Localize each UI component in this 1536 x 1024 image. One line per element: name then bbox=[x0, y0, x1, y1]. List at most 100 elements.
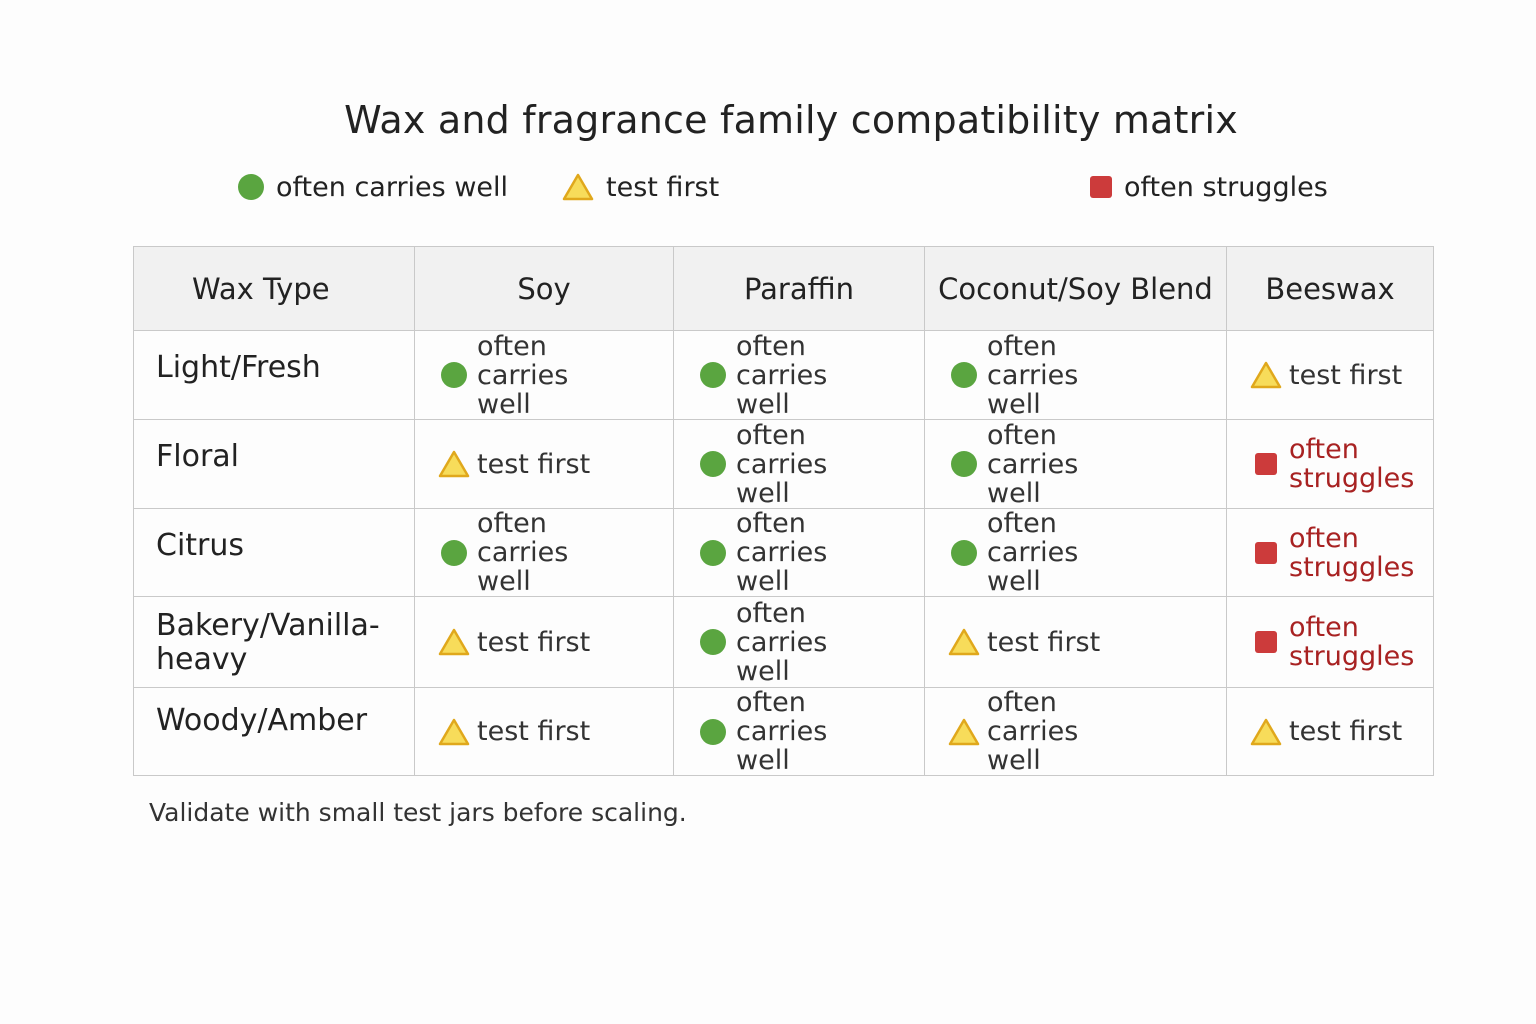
cell-label: test first bbox=[477, 716, 591, 747]
cell-label: often carries well bbox=[987, 687, 1079, 776]
table-row: Woody/Amber test first often carries well o… bbox=[133, 687, 1434, 776]
green-circle-icon bbox=[696, 451, 730, 477]
green-circle-icon bbox=[947, 539, 981, 566]
green-circle-icon bbox=[696, 539, 730, 566]
yellow-triangle-icon bbox=[1249, 718, 1283, 746]
cell-label: often carries well bbox=[736, 330, 828, 420]
legend-label-good: often carries well bbox=[276, 171, 509, 203]
column-header: Wax Type bbox=[133, 246, 415, 331]
table-cell: often struggles bbox=[1226, 596, 1434, 688]
cell-label: often carries well bbox=[987, 330, 1079, 420]
green-circle-icon bbox=[947, 362, 981, 388]
cell-label: often carries well bbox=[477, 330, 569, 420]
table-cell: test first bbox=[1226, 330, 1434, 420]
table-cell: often carries well bbox=[924, 687, 1227, 776]
cell-status: often carries well bbox=[925, 421, 1226, 508]
green-circle-icon bbox=[238, 174, 264, 200]
table-cell: often carries well bbox=[924, 508, 1227, 597]
table-cell: often carries well bbox=[414, 508, 674, 597]
table-cell: test first bbox=[414, 687, 674, 776]
row-label: Bakery/Vanilla-heavy bbox=[133, 596, 415, 688]
cell-label: test first bbox=[477, 448, 591, 480]
cell-label: often carries well bbox=[477, 508, 569, 597]
row-label: Citrus bbox=[133, 508, 415, 597]
cell-label: often carries well bbox=[736, 508, 828, 597]
column-header: Paraffin bbox=[673, 246, 925, 331]
red-square-icon bbox=[1249, 453, 1283, 475]
cell-status: often carries well bbox=[674, 332, 924, 419]
table-cell: often carries well bbox=[673, 687, 925, 776]
legend-label-test: test first bbox=[606, 171, 720, 203]
yellow-triangle-icon bbox=[437, 628, 471, 656]
cell-status: often carries well bbox=[415, 332, 673, 419]
cell-label: often carries well bbox=[736, 597, 828, 687]
cell-status: often carries well bbox=[674, 688, 924, 775]
table-cell: test first bbox=[924, 596, 1227, 688]
cell-status: often carries well bbox=[925, 332, 1226, 419]
chart-title: Wax and fragrance family compatibility m… bbox=[344, 98, 1238, 142]
table-cell: often struggles bbox=[1226, 419, 1434, 509]
row-label: Light/Fresh bbox=[133, 330, 415, 420]
legend-item-bad: often struggles bbox=[1090, 170, 1328, 204]
table-cell: often carries well bbox=[673, 419, 925, 509]
cell-status: test first bbox=[1227, 717, 1433, 746]
yellow-triangle-icon bbox=[562, 173, 594, 201]
cell-status: often carries well bbox=[415, 509, 673, 596]
cell-status: often struggles bbox=[1227, 435, 1433, 493]
cell-status: often carries well bbox=[674, 599, 924, 686]
column-header: Beeswax bbox=[1226, 246, 1434, 331]
table-cell: often carries well bbox=[673, 596, 925, 688]
yellow-triangle-icon bbox=[947, 718, 981, 746]
green-circle-icon bbox=[696, 718, 730, 745]
table-cell: test first bbox=[1226, 687, 1434, 776]
green-circle-icon bbox=[696, 629, 730, 655]
cell-label: test first bbox=[987, 626, 1101, 658]
cell-status: test first bbox=[415, 717, 673, 746]
yellow-triangle-icon bbox=[437, 718, 471, 746]
table-body: Light/Fresh often carries well often carri… bbox=[133, 330, 1434, 776]
table-cell: often carries well bbox=[924, 330, 1227, 420]
cell-status: often carries well bbox=[925, 688, 1226, 775]
cell-status: test first bbox=[925, 628, 1226, 657]
yellow-triangle-icon bbox=[947, 628, 981, 656]
cell-label: often struggles bbox=[1289, 522, 1415, 583]
cell-label: often struggles bbox=[1289, 612, 1415, 672]
cell-status: often carries well bbox=[674, 421, 924, 508]
yellow-triangle-icon bbox=[437, 450, 471, 478]
table-cell: test first bbox=[414, 419, 674, 509]
column-header: Soy bbox=[414, 246, 674, 331]
table-row: Bakery/Vanilla-heavy test first often carr… bbox=[133, 596, 1434, 688]
cell-label: often carries well bbox=[736, 419, 828, 509]
table-cell: often carries well bbox=[414, 330, 674, 420]
table-cell: often carries well bbox=[924, 419, 1227, 509]
table-row: Floral test first often carries well often … bbox=[133, 419, 1434, 509]
cell-status: often carries well bbox=[925, 509, 1226, 596]
cell-status: test first bbox=[1227, 361, 1433, 390]
cell-label: test first bbox=[477, 626, 591, 658]
column-header: Coconut/Soy Blend bbox=[924, 246, 1227, 331]
cell-status: often struggles bbox=[1227, 524, 1433, 582]
cell-label: often carries well bbox=[987, 508, 1079, 597]
table-cell: test first bbox=[414, 596, 674, 688]
cell-status: often struggles bbox=[1227, 613, 1433, 671]
legend-label-bad: often struggles bbox=[1124, 171, 1328, 203]
table-header-row: Wax Type Soy Paraffin Coconut/Soy Blend … bbox=[133, 246, 1434, 331]
table-row: Citrus often carries well often carries we… bbox=[133, 508, 1434, 597]
legend-item-good: often carries well bbox=[238, 170, 508, 204]
red-square-icon bbox=[1249, 631, 1283, 653]
cell-label: often carries well bbox=[987, 419, 1079, 509]
red-square-icon bbox=[1090, 176, 1112, 198]
footnote: Validate with small test jars before sca… bbox=[149, 798, 687, 827]
table-cell: often struggles bbox=[1226, 508, 1434, 597]
green-circle-icon bbox=[437, 362, 471, 388]
cell-label: test first bbox=[1289, 716, 1403, 747]
table-cell: often carries well bbox=[673, 508, 925, 597]
cell-label: often carries well bbox=[736, 687, 828, 776]
row-label: Woody/Amber bbox=[133, 687, 415, 776]
cell-label: test first bbox=[1289, 359, 1403, 391]
table-row: Light/Fresh often carries well often carri… bbox=[133, 330, 1434, 420]
row-label: Floral bbox=[133, 419, 415, 509]
red-square-icon bbox=[1249, 541, 1283, 564]
legend-item-test: test first bbox=[562, 170, 719, 204]
compatibility-table: Wax Type Soy Paraffin Coconut/Soy Blend … bbox=[133, 246, 1434, 776]
